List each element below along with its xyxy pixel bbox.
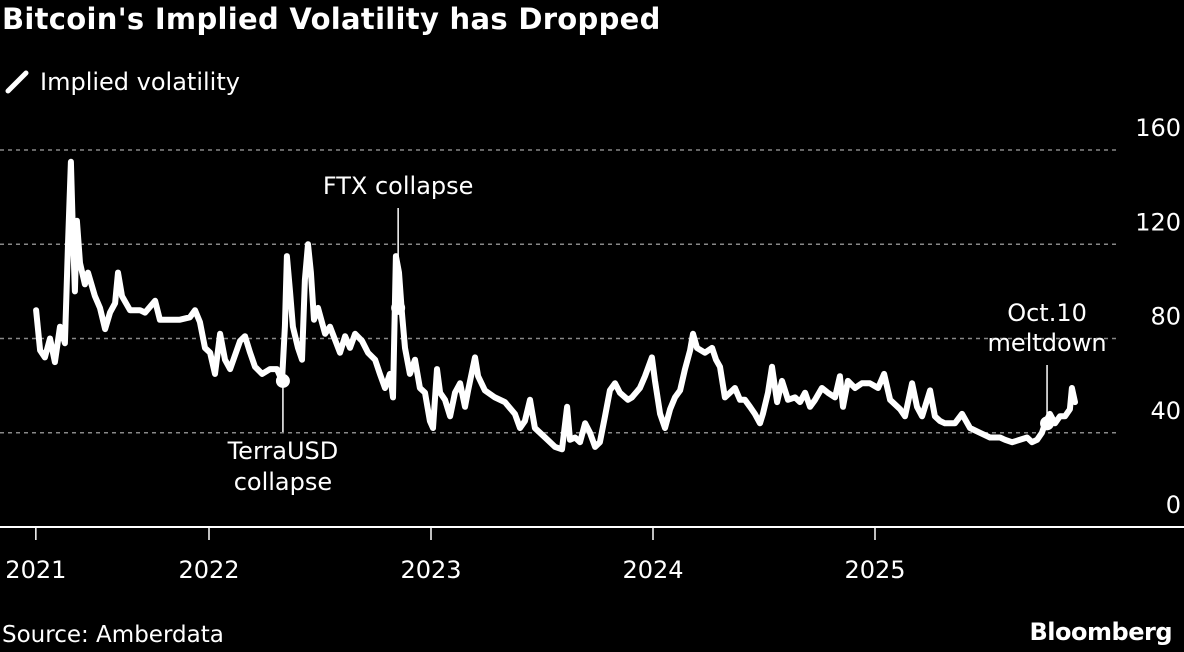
annotation-label: collapse <box>234 468 332 496</box>
source-note: Source: Amberdata <box>2 622 224 648</box>
y-tick-label: 80 <box>1150 303 1181 331</box>
x-tick-label: 2025 <box>844 556 905 584</box>
annotation-label: Oct.10 <box>1007 299 1087 327</box>
annotation-marker <box>275 373 290 388</box>
legend: Implied volatility <box>4 68 240 96</box>
x-tick-label: 2022 <box>178 556 239 584</box>
annotation-label: meltdown <box>988 329 1107 357</box>
x-tick-label: 2021 <box>5 556 66 584</box>
annotation-marker <box>391 300 406 315</box>
x-tick-label: 2024 <box>622 556 683 584</box>
y-tick-label: 40 <box>1150 397 1181 425</box>
annotation-label: FTX collapse <box>323 172 474 200</box>
slash-line-icon <box>5 70 29 94</box>
annotation-marker <box>1040 416 1055 431</box>
y-tick-label: 160 <box>1135 114 1181 142</box>
series-line-implied-volatility <box>33 158 1078 453</box>
bloomberg-logo: Bloomberg <box>1029 618 1173 646</box>
annotation-label: TerraUSD <box>227 437 339 465</box>
legend-label: Implied volatility <box>40 68 240 96</box>
chart-title: Bitcoin's Implied Volatility has Dropped <box>2 2 661 36</box>
y-tick-label: 0 <box>1166 491 1181 519</box>
y-tick-label: 120 <box>1135 208 1181 236</box>
x-tick-label: 2023 <box>400 556 461 584</box>
